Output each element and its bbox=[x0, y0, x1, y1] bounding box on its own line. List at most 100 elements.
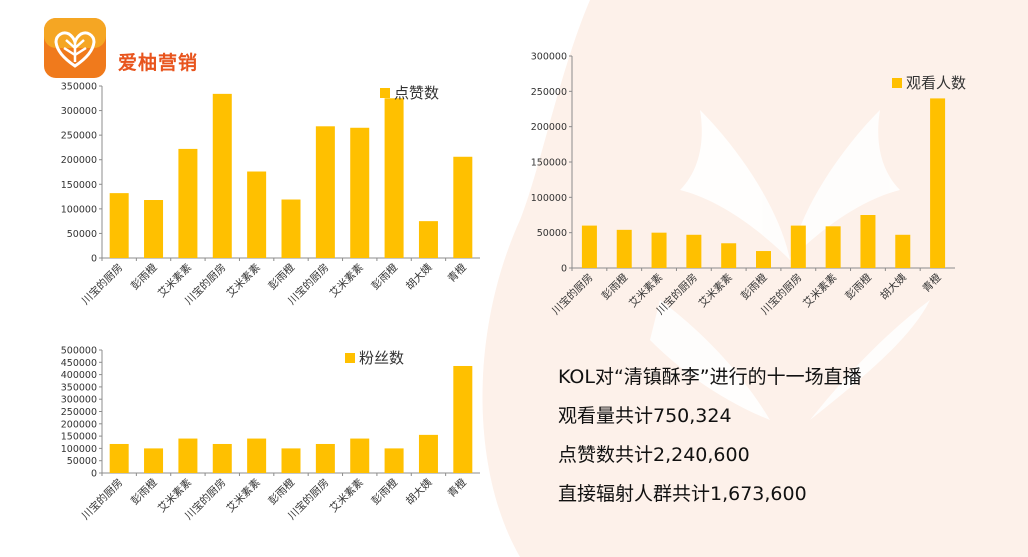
x-category-label: 胡大姨 bbox=[403, 261, 435, 293]
bar bbox=[247, 438, 267, 473]
y-tick-label: 350000 bbox=[61, 382, 97, 393]
y-tick-label: 400000 bbox=[61, 370, 97, 381]
y-tick-label: 200000 bbox=[531, 122, 567, 133]
y-tick-label: 500000 bbox=[61, 346, 97, 357]
y-tick-label: 250000 bbox=[531, 87, 567, 98]
summary-views: 观看量共计750,324 bbox=[558, 405, 732, 427]
x-category-label: 彭雨橙 bbox=[369, 476, 401, 508]
x-category-label: 彭雨橙 bbox=[843, 271, 875, 303]
bar bbox=[109, 443, 129, 473]
bar bbox=[109, 193, 129, 258]
x-category-label: 彭雨橙 bbox=[128, 476, 160, 508]
y-tick-label: 50000 bbox=[67, 456, 97, 467]
x-category-label: 彭雨橙 bbox=[599, 271, 631, 303]
bar bbox=[453, 156, 473, 258]
x-category-label: 艾米素素 bbox=[327, 261, 366, 300]
bar bbox=[756, 251, 771, 268]
likes-bar-chart: 0 50000 100000 150000 200000 250000 300000 3500… bbox=[61, 82, 480, 307]
bar bbox=[384, 98, 404, 259]
legend-label: 粉丝数 bbox=[359, 349, 404, 367]
bar bbox=[453, 365, 473, 473]
bar bbox=[895, 234, 911, 268]
y-tick-label: 200000 bbox=[61, 155, 97, 166]
bar bbox=[418, 434, 438, 473]
y-tick-label: 0 bbox=[561, 264, 567, 275]
brand-logo bbox=[44, 18, 106, 78]
bar bbox=[212, 443, 232, 473]
y-tick-label: 150000 bbox=[61, 432, 97, 443]
bar bbox=[144, 448, 164, 473]
y-tick-label: 200000 bbox=[61, 419, 97, 430]
bar bbox=[178, 148, 198, 258]
x-category-label: 彭雨橙 bbox=[266, 261, 298, 293]
bar bbox=[212, 93, 232, 258]
summary-title: KOL对“清镇酥李”进行的十一场直播 bbox=[558, 366, 862, 388]
x-category-label: 彭雨橙 bbox=[369, 261, 401, 293]
x-category-label: 艾米素素 bbox=[696, 271, 735, 310]
legend-label: 观看人数 bbox=[906, 74, 966, 92]
y-tick-label: 300000 bbox=[531, 52, 567, 63]
x-category-label: 艾米素素 bbox=[327, 476, 366, 515]
y-tick-label: 300000 bbox=[61, 395, 97, 406]
x-category-label: 川宝的厨房 bbox=[549, 271, 595, 317]
bar bbox=[384, 448, 404, 473]
x-category-label: 川宝的厨房 bbox=[79, 476, 125, 522]
y-tick-label: 50000 bbox=[67, 229, 97, 240]
x-category-label: 艾米素素 bbox=[224, 261, 263, 300]
y-tick-label: 350000 bbox=[61, 82, 97, 93]
brand-name: 爱柚营销 bbox=[118, 52, 199, 74]
bar bbox=[616, 229, 632, 268]
y-tick-label: 450000 bbox=[61, 358, 97, 369]
y-tick-label: 100000 bbox=[61, 444, 97, 455]
viewers-bar-chart: 0 50000 100000 150000 200000 250000 300000 川宝的厨… bbox=[531, 52, 966, 318]
y-tick-label: 150000 bbox=[531, 158, 567, 169]
y-tick-label: 0 bbox=[91, 469, 97, 480]
bar bbox=[350, 127, 370, 258]
x-category-label: 艾米素素 bbox=[224, 476, 263, 515]
bar bbox=[281, 448, 301, 473]
x-category-label: 胡大姨 bbox=[403, 476, 435, 508]
legend-label: 点赞数 bbox=[394, 84, 439, 102]
x-category-label: 青橙 bbox=[920, 271, 944, 295]
legend-swatch bbox=[345, 353, 355, 363]
bar bbox=[721, 243, 737, 268]
x-category-label: 青橙 bbox=[445, 476, 469, 500]
bar bbox=[350, 438, 370, 473]
x-category-label: 彭雨橙 bbox=[266, 476, 298, 508]
bar bbox=[651, 232, 667, 268]
y-tick-label: 100000 bbox=[61, 204, 97, 215]
legend-swatch bbox=[892, 78, 902, 88]
y-tick-label: 0 bbox=[91, 254, 97, 265]
y-tick-label: 150000 bbox=[61, 180, 97, 191]
x-category-label: 川宝的厨房 bbox=[79, 261, 125, 307]
summary-block: KOL对“清镇酥李”进行的十一场直播 观看量共计750,324 点赞数共计2,2… bbox=[558, 364, 862, 520]
y-tick-label: 250000 bbox=[61, 131, 97, 142]
x-category-label: 胡大姨 bbox=[877, 271, 909, 303]
summary-likes: 点赞数共计2,240,600 bbox=[558, 444, 750, 466]
bar bbox=[581, 225, 597, 268]
bar bbox=[860, 215, 876, 268]
bar bbox=[418, 221, 438, 258]
y-tick-label: 300000 bbox=[61, 106, 97, 117]
bar bbox=[315, 126, 335, 258]
legend-swatch bbox=[380, 88, 390, 98]
y-tick-label: 100000 bbox=[531, 193, 567, 204]
bar bbox=[790, 225, 806, 268]
bar bbox=[247, 171, 267, 258]
bar bbox=[281, 199, 301, 258]
bar bbox=[930, 98, 946, 269]
bar bbox=[315, 443, 335, 473]
x-category-label: 艾米素素 bbox=[800, 271, 839, 310]
bar bbox=[178, 438, 198, 473]
summary-reach: 直接辐射人群共计1,673,600 bbox=[558, 483, 807, 505]
y-tick-label: 50000 bbox=[537, 228, 567, 239]
x-category-label: 彭雨橙 bbox=[128, 261, 160, 293]
bar bbox=[686, 234, 702, 268]
y-tick-label: 250000 bbox=[61, 407, 97, 418]
x-category-label: 彭雨橙 bbox=[738, 271, 770, 303]
bar bbox=[144, 200, 164, 258]
bar bbox=[825, 226, 841, 268]
x-category-label: 青橙 bbox=[445, 261, 469, 285]
